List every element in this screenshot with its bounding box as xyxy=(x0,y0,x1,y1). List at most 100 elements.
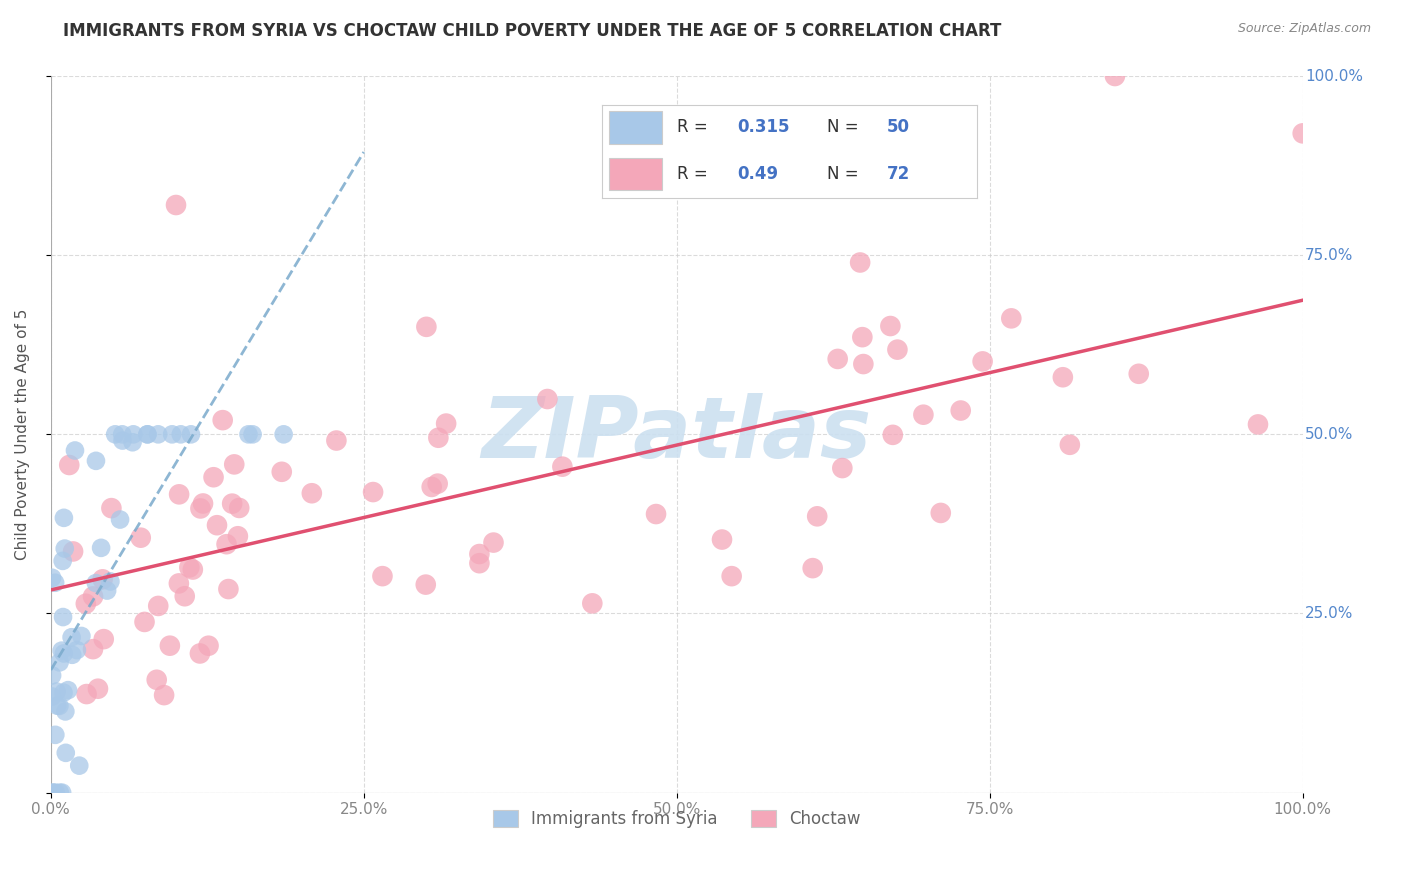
Point xyxy=(145,673,167,687)
Point xyxy=(720,569,742,583)
Point xyxy=(41,571,63,585)
Point xyxy=(100,574,122,589)
Point xyxy=(180,427,202,442)
Point xyxy=(179,560,201,574)
Point xyxy=(41,690,63,704)
Point xyxy=(51,643,73,657)
Point xyxy=(238,427,260,442)
Point xyxy=(111,427,134,442)
Point xyxy=(93,632,115,647)
Point xyxy=(226,529,249,543)
Text: 50.0%: 50.0% xyxy=(1305,427,1354,442)
Point xyxy=(270,465,292,479)
Point xyxy=(75,597,97,611)
Text: ZIPatlas: ZIPatlas xyxy=(482,392,872,475)
Point xyxy=(851,330,873,344)
Point xyxy=(70,629,93,643)
Point xyxy=(415,319,437,334)
Point xyxy=(136,427,159,442)
Point xyxy=(468,556,491,570)
Point xyxy=(224,458,246,472)
Point xyxy=(801,561,824,575)
Point xyxy=(108,512,131,526)
Point xyxy=(972,354,994,368)
Point xyxy=(427,431,450,445)
Point xyxy=(44,728,66,742)
Point xyxy=(1247,417,1270,432)
Point xyxy=(41,786,63,800)
Point xyxy=(242,427,264,442)
Text: 100.0%: 100.0% xyxy=(1305,69,1364,84)
Point xyxy=(882,428,904,442)
Legend: Immigrants from Syria, Choctaw: Immigrants from Syria, Choctaw xyxy=(486,803,868,835)
Point xyxy=(52,554,75,568)
Point xyxy=(1059,438,1081,452)
Point xyxy=(55,746,77,760)
Point xyxy=(645,507,668,521)
Point xyxy=(849,255,872,269)
Point xyxy=(188,647,211,661)
Point xyxy=(91,572,114,586)
Point xyxy=(58,458,80,472)
Point xyxy=(827,351,849,366)
Point xyxy=(96,583,118,598)
Point xyxy=(45,786,67,800)
Point xyxy=(886,343,908,357)
Point xyxy=(190,501,212,516)
Point xyxy=(202,470,225,484)
Point xyxy=(48,698,70,713)
Point xyxy=(90,541,112,555)
Point xyxy=(211,413,233,427)
Point xyxy=(912,408,935,422)
Point xyxy=(87,681,110,696)
Point xyxy=(53,705,76,719)
Point xyxy=(852,357,875,371)
Point xyxy=(100,501,122,516)
Point xyxy=(482,535,505,549)
Text: 25.0%: 25.0% xyxy=(1305,606,1354,621)
Point xyxy=(806,509,828,524)
Point xyxy=(221,497,243,511)
Point xyxy=(159,639,181,653)
Point xyxy=(170,427,193,442)
Point xyxy=(949,403,972,417)
Point xyxy=(1104,69,1126,83)
Point xyxy=(371,569,394,583)
Point xyxy=(181,562,204,576)
Point xyxy=(52,686,75,700)
Point xyxy=(1000,311,1022,326)
Point xyxy=(468,547,491,561)
Point xyxy=(361,485,384,500)
Point xyxy=(167,576,190,591)
Point xyxy=(217,582,239,596)
Point xyxy=(711,533,734,547)
Point xyxy=(228,500,250,515)
Point xyxy=(60,630,83,644)
Point xyxy=(215,537,238,551)
Point xyxy=(76,687,98,701)
Point xyxy=(426,476,449,491)
Point xyxy=(165,198,187,212)
Point xyxy=(42,786,65,800)
Point xyxy=(415,577,437,591)
Point xyxy=(148,599,170,613)
Point xyxy=(536,392,558,406)
Text: Source: ZipAtlas.com: Source: ZipAtlas.com xyxy=(1237,22,1371,36)
Point xyxy=(82,590,104,604)
Point xyxy=(205,518,228,533)
Point xyxy=(52,511,75,525)
Point xyxy=(1128,367,1150,381)
Point xyxy=(831,461,853,475)
Point xyxy=(929,506,952,520)
Point xyxy=(84,454,107,468)
Point xyxy=(173,589,195,603)
Point xyxy=(44,575,66,590)
Point xyxy=(146,427,169,442)
Point xyxy=(84,576,107,591)
Point xyxy=(62,544,84,558)
Point xyxy=(63,443,86,458)
Point xyxy=(45,684,67,698)
Point xyxy=(41,668,63,682)
Point xyxy=(325,434,347,448)
Point xyxy=(434,417,457,431)
